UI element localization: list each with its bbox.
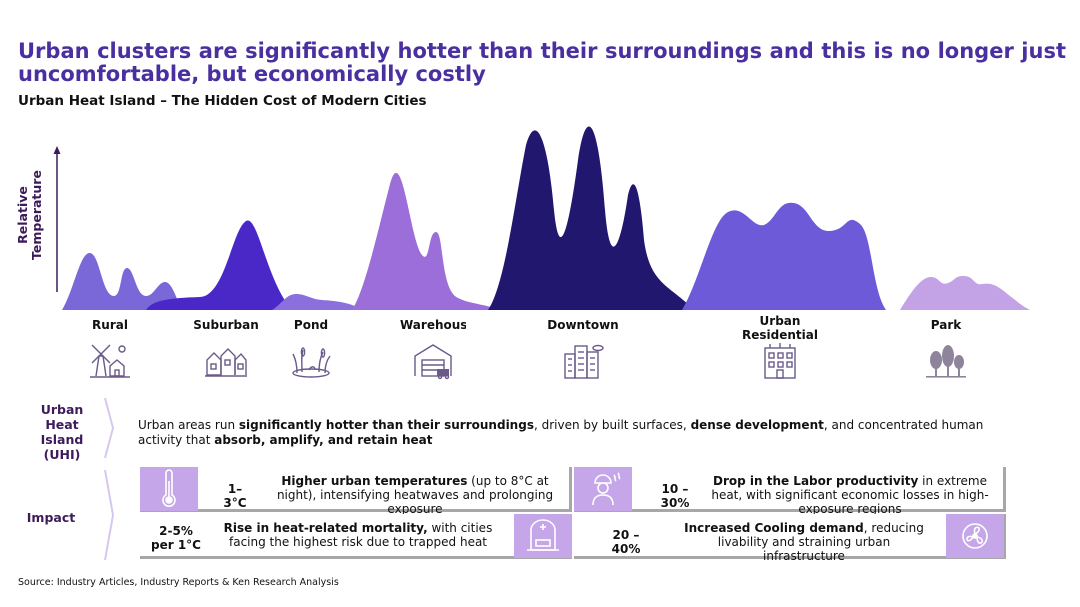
impact-description: Drop in the Labor productivity in extrem…	[711, 474, 989, 516]
zone-label: Suburban	[193, 318, 259, 332]
houses-icon	[205, 348, 247, 377]
zone-label: Warehouse	[400, 318, 466, 332]
skyscrapers-icon	[564, 344, 604, 379]
zone-warehouse: Warehouse	[398, 318, 468, 380]
impact-description: Rise in heat-related mortality, with cit…	[223, 521, 493, 549]
hot-worker-icon	[592, 472, 621, 506]
apartment-building-icon	[764, 343, 796, 379]
uhi-chevron-icon	[104, 398, 114, 458]
zone-label: Park	[930, 318, 962, 332]
impact-card-mortality	[140, 514, 572, 559]
headline: Urban clusters are significantly hotter …	[18, 39, 1066, 86]
pond-reeds-icon	[292, 347, 331, 378]
uhi-label: Urban Heat Island (UHI)	[40, 402, 84, 462]
fan-icon	[962, 523, 988, 549]
impact-value: 10 – 30%	[660, 482, 690, 510]
rural-heat-shape	[62, 252, 182, 310]
suburban-heat-shape	[146, 220, 292, 310]
impact-description: Increased Cooling demand, reducing livab…	[684, 521, 924, 563]
impact-value: 1– 3°C	[223, 482, 247, 510]
zone-suburban: Suburban	[191, 318, 261, 377]
park-trees-icon	[926, 345, 966, 378]
impact-value: 2-5% per 1°C	[151, 524, 201, 552]
uhi-description: Urban areas run significantly hotter tha…	[138, 418, 984, 447]
impact-description: Higher urban temperatures (up to 8°C at …	[276, 474, 554, 516]
impact-card-temperature	[140, 467, 572, 512]
impact-label: Impact	[26, 510, 76, 525]
park-heat-shape	[900, 276, 1030, 310]
pond-heat-shape	[272, 294, 362, 310]
zone-pond: Pond	[286, 318, 336, 378]
source-note: Source: Industry Articles, Industry Repo…	[18, 577, 339, 588]
zone-rural: Rural	[80, 318, 140, 378]
impact-card-cooling	[574, 514, 1006, 559]
thermometer-icon	[162, 469, 176, 507]
impact-value: 20 – 40%	[611, 528, 641, 556]
zone-label: Urban Residential	[742, 314, 818, 342]
warehouse-heat-shape	[352, 172, 500, 310]
zone-label: Rural	[92, 318, 128, 332]
zone-label: Pond	[293, 318, 329, 332]
y-axis-arrow	[53, 146, 61, 292]
zone-label: Downtown	[547, 318, 619, 332]
heat-profile-chart	[62, 126, 1030, 310]
windmill-farm-icon	[90, 344, 130, 378]
zone-park: Park	[920, 318, 972, 378]
impact-chevron-icon	[104, 470, 114, 560]
impact-icon-box	[946, 514, 1004, 558]
zone-downtown: Downtown	[543, 318, 623, 379]
zone-urban-residential: Urban Residential	[735, 314, 825, 379]
downtown-heat-shape	[488, 126, 694, 310]
hospital-bed-icon	[527, 519, 559, 551]
subtitle: Urban Heat Island – The Hidden Cost of M…	[18, 93, 427, 109]
impact-icon-box	[514, 514, 572, 558]
impact-card-productivity	[574, 467, 1006, 512]
impact-icon-box	[140, 467, 198, 511]
warehouse-icon	[414, 344, 452, 380]
urban-residential-heat-shape	[682, 202, 886, 310]
impact-icon-box	[574, 467, 632, 511]
